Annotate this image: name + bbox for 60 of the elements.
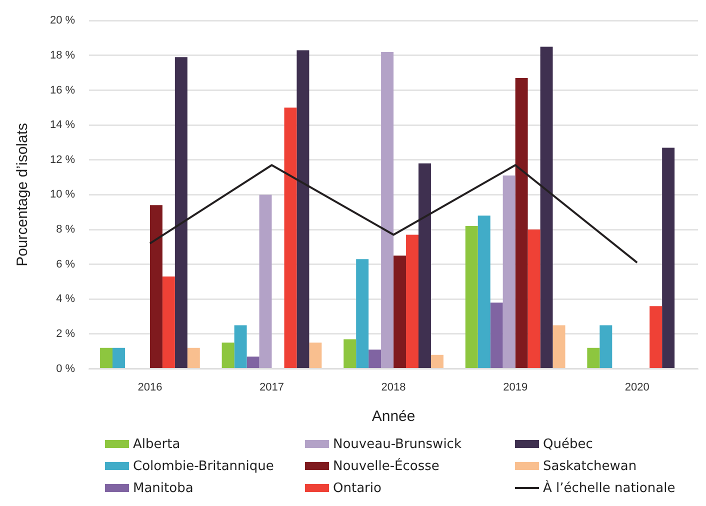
x-axis-title: Année (372, 408, 416, 426)
bar (478, 216, 490, 368)
y-tick-label: 12 % (50, 154, 76, 166)
bar (344, 339, 356, 368)
legend-label: Manitoba (133, 480, 194, 496)
bar (187, 348, 200, 368)
y-tick-label: 6 % (56, 258, 76, 270)
legend-label: À l’échelle nationale (543, 480, 676, 496)
legend-label: Colombie-Britannique (133, 458, 274, 474)
bar (650, 306, 662, 368)
bar (515, 78, 528, 368)
bar (259, 194, 272, 368)
legend-label: Alberta (133, 436, 180, 452)
bar (465, 226, 478, 368)
y-tick-label: 14 % (50, 119, 76, 132)
x-tick-label: 2018 (381, 381, 406, 394)
legend-label: Québec (543, 436, 593, 452)
x-tick-label: 2019 (503, 381, 528, 394)
bar (296, 50, 310, 368)
bar (528, 230, 540, 368)
legend-label: Nouvelle-Écosse (333, 458, 440, 474)
legend-label: Ontario (333, 480, 382, 496)
y-tick-label: 18 % (50, 49, 76, 62)
bar (100, 348, 113, 368)
bar (490, 302, 503, 368)
bar (540, 46, 553, 368)
bar (234, 325, 247, 368)
bar (502, 176, 516, 368)
bar (587, 348, 600, 368)
legend-label: Saskatchewan (543, 458, 637, 474)
bar (394, 256, 406, 368)
x-tick-label: 2020 (624, 381, 650, 394)
bar (356, 259, 369, 368)
y-tick-label: 4 % (56, 293, 76, 306)
bar (150, 205, 162, 368)
bar (309, 342, 322, 368)
bar (174, 57, 188, 368)
bar (600, 325, 612, 368)
y-tick-label: 0 % (56, 362, 76, 375)
y-tick-label: 10 % (50, 188, 76, 201)
legend-label: Nouveau-Brunswick (333, 436, 462, 452)
bar (406, 234, 418, 368)
bar (162, 276, 175, 368)
y-tick-label: 8 % (56, 224, 76, 236)
bar (246, 356, 260, 368)
bar (381, 52, 394, 368)
bar (112, 348, 125, 368)
bar (662, 148, 675, 368)
x-tick-label: 2016 (138, 381, 162, 394)
bar (430, 354, 444, 368)
bar (284, 108, 297, 368)
bar (222, 342, 234, 368)
bar (368, 350, 382, 368)
y-tick-label: 20 % (50, 14, 76, 27)
y-tick-label: 16 % (50, 84, 76, 96)
y-tick-label: 2 % (56, 328, 76, 340)
bar (552, 325, 566, 368)
y-axis-title: Pourcentage d’isolats (14, 122, 32, 266)
x-tick-label: 2017 (260, 381, 284, 394)
bar (418, 163, 431, 368)
